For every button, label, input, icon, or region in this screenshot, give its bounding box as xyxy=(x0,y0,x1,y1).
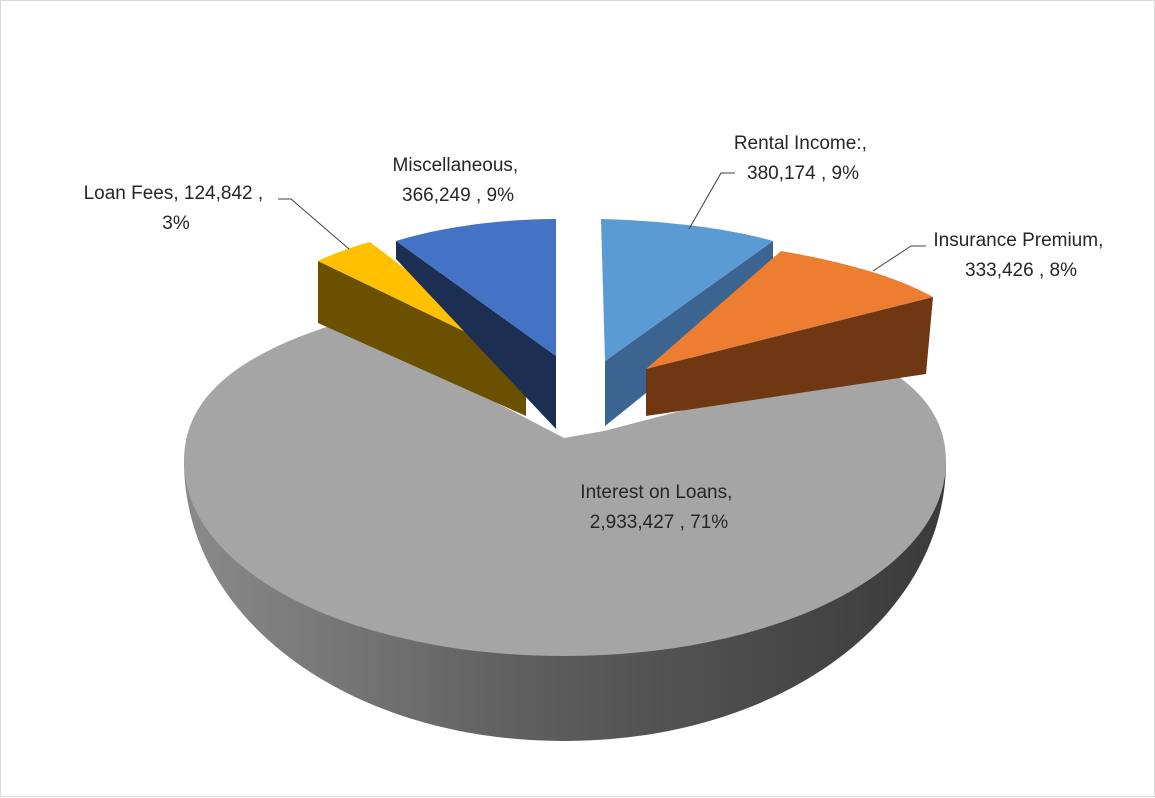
label-rental-line2: 380,174 , 9% xyxy=(747,163,859,184)
label-loan-fees: Loan Fees, 124,842 , 3% xyxy=(84,183,269,234)
slice-interest-top xyxy=(184,322,946,656)
label-interest-on-loans: Interest on Loans, 2,933,427 , 71% xyxy=(580,482,737,533)
label-loan-fees-line2: 3% xyxy=(162,213,190,234)
slice-insurance-top xyxy=(646,251,933,369)
label-insurance-line1: Insurance Premium, xyxy=(933,230,1103,251)
label-loan-fees-line1: Loan Fees, 124,842 , xyxy=(84,183,264,204)
slice-miscellaneous xyxy=(396,219,556,429)
label-misc-line1: Miscellaneous, xyxy=(393,155,519,176)
label-insurance-premium: Insurance Premium, 333,426 , 8% xyxy=(933,230,1108,281)
label-interest-line1: Interest on Loans, xyxy=(580,482,732,503)
label-rental-income: Rental Income:, 380,174 , 9% xyxy=(734,133,872,184)
leader-insurance-premium xyxy=(872,245,926,272)
label-misc-line2: 366,249 , 9% xyxy=(402,185,514,206)
slice-misc-top xyxy=(396,219,556,356)
label-interest-line2: 2,933,427 , 71% xyxy=(590,512,728,533)
slice-insurance-side xyxy=(646,297,933,416)
label-rental-line1: Rental Income:, xyxy=(734,133,867,154)
leader-loan-fees xyxy=(278,198,350,250)
slice-interest-on-loans xyxy=(184,322,946,741)
slice-insurance-premium xyxy=(646,251,933,416)
label-miscellaneous: Miscellaneous, 366,249 , 9% xyxy=(393,155,524,206)
slice-rental-top xyxy=(601,219,773,361)
label-insurance-line2: 333,426 , 8% xyxy=(965,260,1077,281)
leader-rental-income xyxy=(688,172,735,230)
slice-misc-side xyxy=(396,241,556,429)
slice-loan-fees-side xyxy=(318,261,526,416)
